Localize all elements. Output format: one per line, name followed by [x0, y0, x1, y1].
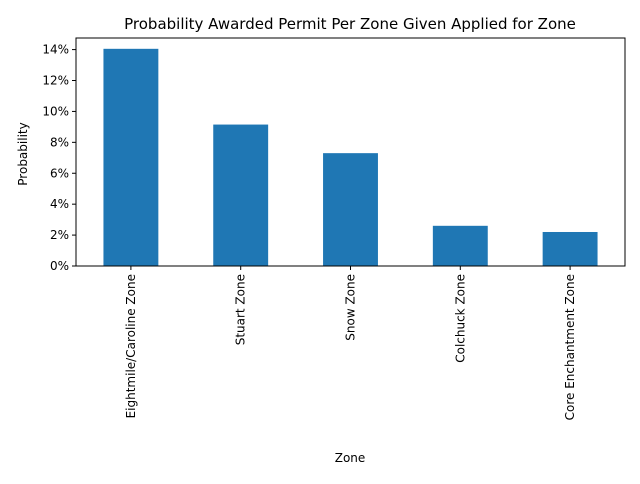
- x-tick-label: Colchuck Zone: [453, 274, 467, 363]
- x-tick-label: Eightmile/Caroline Zone: [124, 274, 138, 418]
- x-tick-label: Stuart Zone: [234, 274, 248, 345]
- bar: [103, 48, 159, 266]
- y-tick-label: 14%: [42, 43, 69, 57]
- y-axis: 0% 2% 4% 6% 8% 10% 12% 14%: [42, 43, 76, 273]
- x-tick-label: Core Enchantment Zone: [563, 274, 577, 420]
- bars-layer: [103, 48, 598, 266]
- bar: [323, 153, 378, 266]
- y-tick-label: 6%: [50, 166, 69, 180]
- bar: [213, 124, 269, 266]
- y-tick-label: 4%: [50, 197, 69, 211]
- plot-frame: [75, 37, 626, 267]
- y-tick-label: 10%: [42, 104, 69, 118]
- x-axis: Eightmile/Caroline Zone Stuart Zone Snow Z…: [124, 266, 577, 420]
- x-axis-label: Zone: [335, 451, 366, 465]
- y-tick-label: 12%: [42, 74, 69, 88]
- bar: [542, 231, 598, 266]
- x-tick-label: Snow Zone: [344, 274, 358, 341]
- y-tick-label: 0%: [50, 259, 69, 273]
- y-tick-label: 8%: [50, 135, 69, 149]
- chart-title: Probability Awarded Permit Per Zone Give…: [124, 15, 576, 33]
- y-tick-label: 2%: [50, 228, 69, 242]
- y-axis-label: Probability: [16, 122, 30, 185]
- bar: [432, 225, 488, 266]
